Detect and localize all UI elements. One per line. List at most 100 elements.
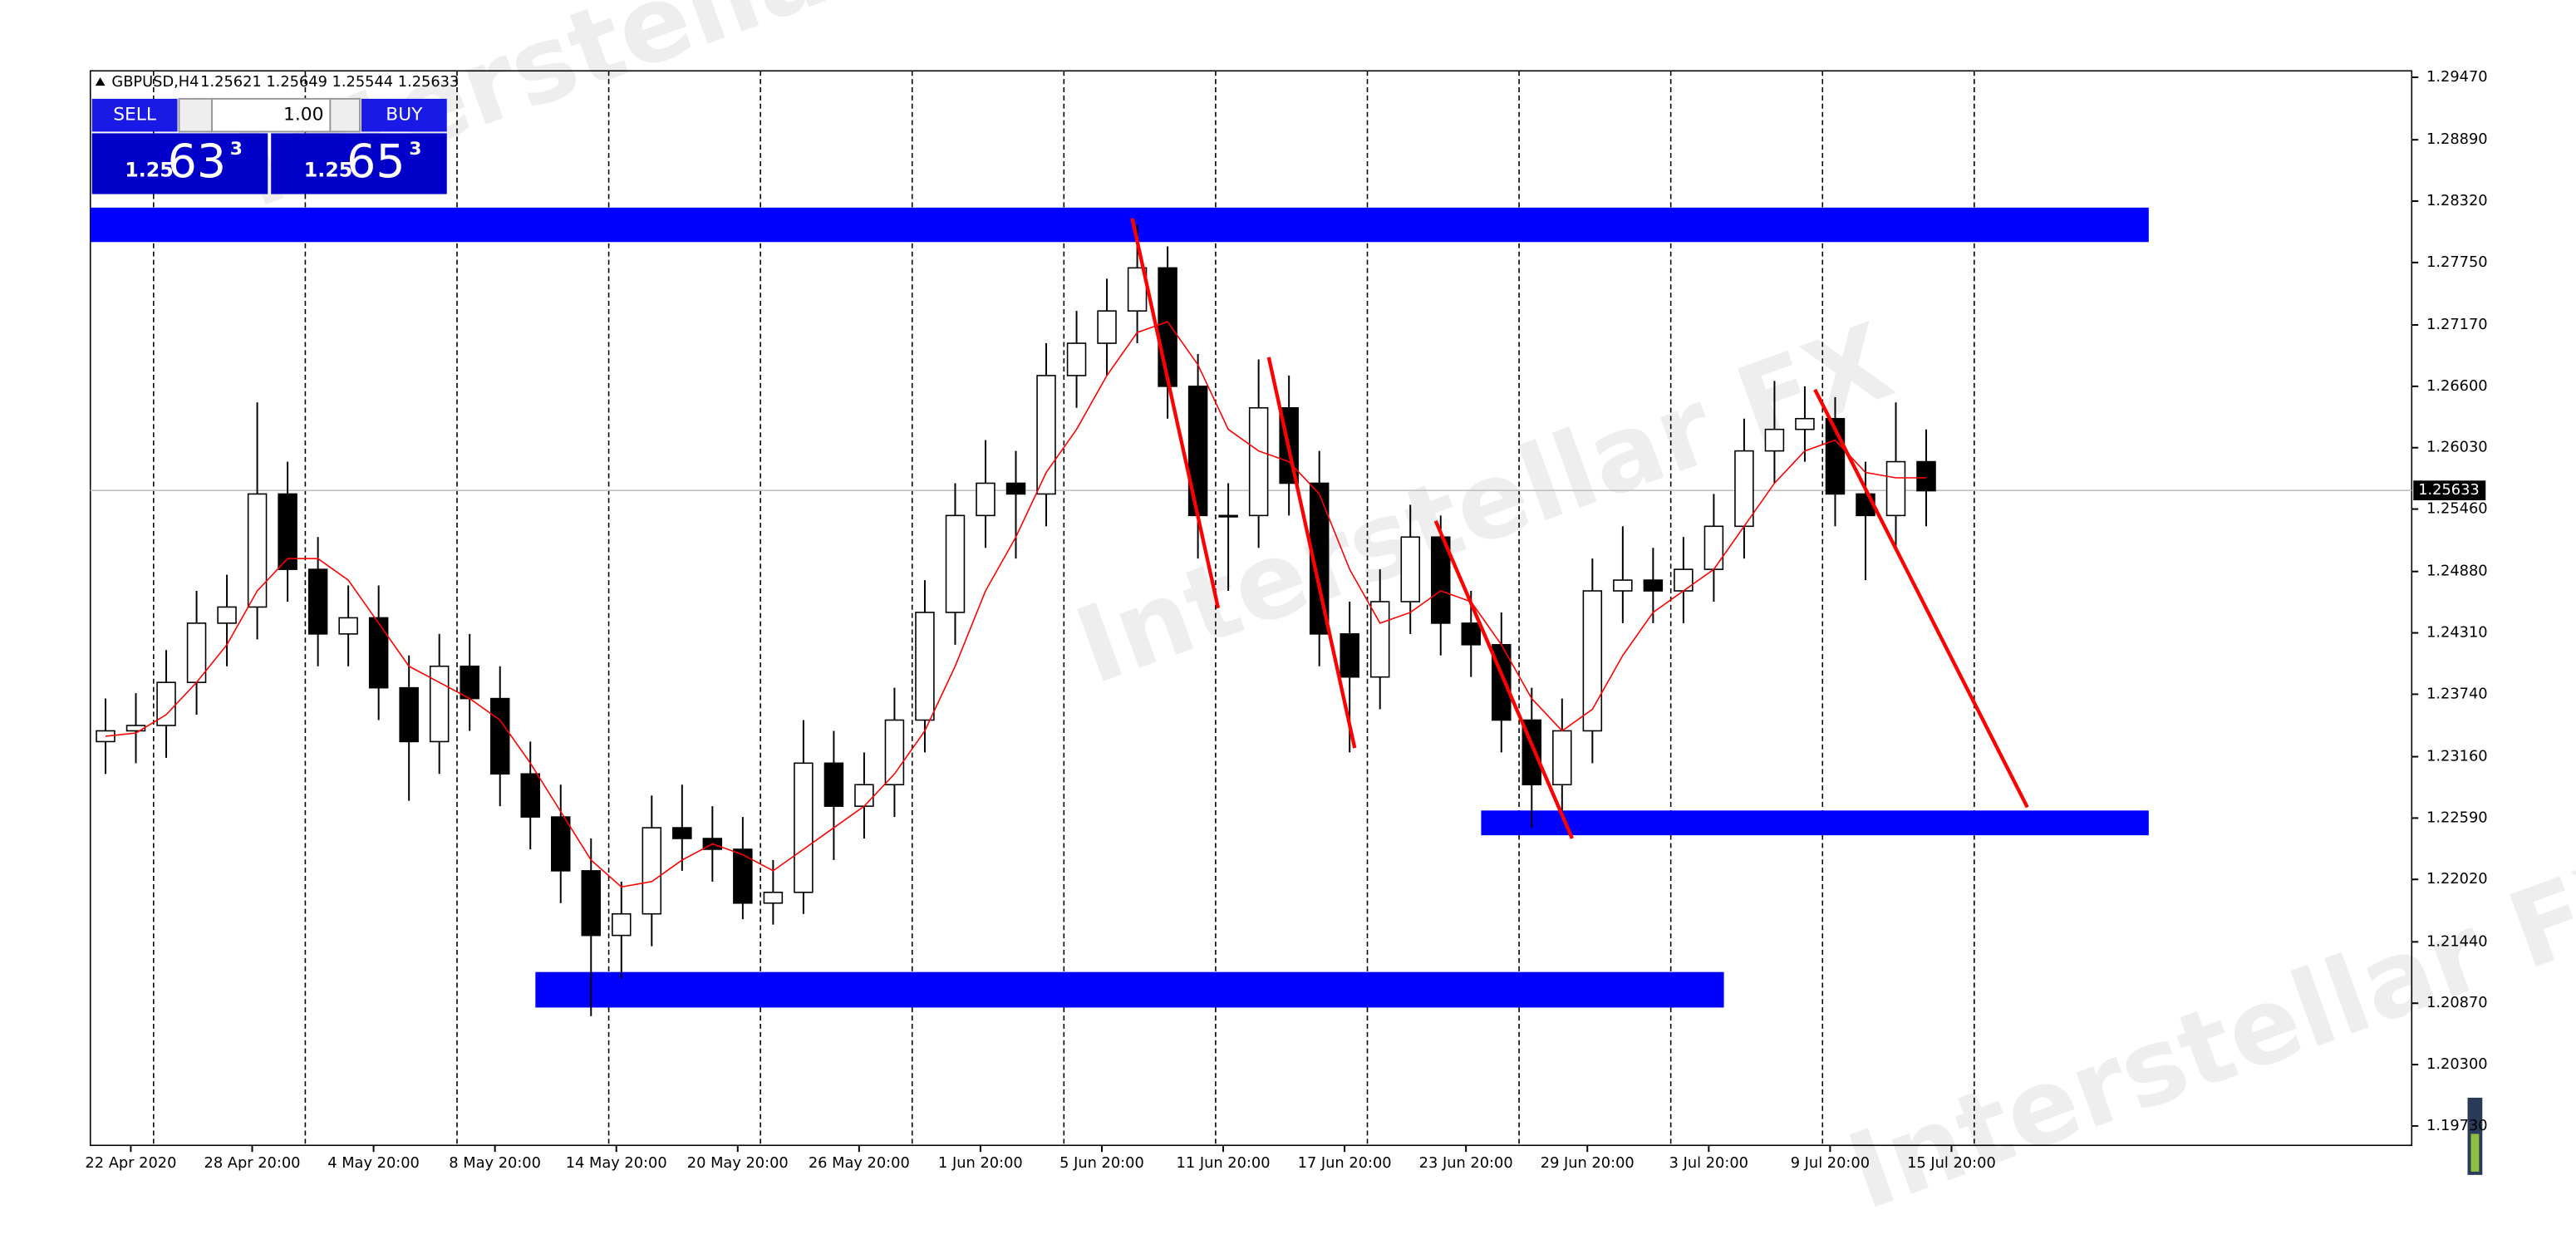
x-tick-label: 28 Apr 20:00 [204, 1154, 301, 1172]
x-tick-label: 5 Jun 20:00 [1059, 1154, 1144, 1172]
candle-body [763, 892, 784, 904]
y-tick-label: 1.26600 [2426, 377, 2488, 395]
y-tick-label: 1.23160 [2426, 748, 2488, 765]
candle-body [672, 827, 692, 839]
candle-body [612, 912, 632, 937]
candle-body [854, 784, 874, 807]
candle-body [338, 617, 358, 635]
candle-body [1764, 428, 1785, 452]
sell-button[interactable] [91, 98, 178, 132]
candle-body [1916, 460, 1936, 492]
candle-body [1218, 514, 1238, 518]
x-tick-label: 3 Jul 20:00 [1669, 1154, 1748, 1172]
x-tick-label: 14 May 20:00 [566, 1154, 667, 1172]
x-tick-label: 9 Jul 20:00 [1791, 1154, 1870, 1172]
buy-button[interactable] [361, 98, 447, 132]
y-tick-label: 1.27170 [2426, 316, 2488, 333]
watermark: Interstellar FX [1061, 300, 1907, 707]
y-tick-label: 1.24880 [2426, 563, 2488, 580]
candle-body [1613, 579, 1633, 592]
buy-label: BUY [386, 105, 423, 125]
y-tick-label: 1.21440 [2426, 932, 2488, 950]
x-tick-label: 1 Jun 20:00 [938, 1154, 1023, 1172]
ask-big: 65 [347, 135, 405, 189]
candle-body [794, 762, 814, 893]
plot-frame [89, 70, 2413, 1147]
volume-up[interactable] [329, 97, 361, 133]
candle-body [733, 848, 753, 904]
candle-body [307, 568, 328, 635]
y-tick-label: 1.25460 [2426, 500, 2488, 518]
symbol: GBPUSD,H4 [111, 73, 199, 91]
collapse-icon[interactable] [95, 77, 106, 86]
bid-big: 63 [168, 135, 226, 189]
candle-body [460, 665, 479, 700]
candle-body [1066, 342, 1087, 376]
x-tick-label: 15 Jul 20:00 [1907, 1154, 1996, 1172]
candle-body [1643, 579, 1664, 592]
candle-body [1400, 536, 1420, 602]
candle-body [429, 665, 450, 743]
y-tick-label: 1.20300 [2426, 1055, 2488, 1073]
candle-body [156, 681, 176, 726]
candle-body [1369, 601, 1390, 678]
x-tick-label: 17 Jun 20:00 [1298, 1154, 1392, 1172]
x-tick-label: 4 May 20:00 [327, 1154, 420, 1172]
y-tick-label: 1.28890 [2426, 130, 2488, 148]
candle-body [823, 762, 844, 807]
x-tick-label: 8 May 20:00 [449, 1154, 541, 1172]
y-tick-label: 1.19730 [2426, 1117, 2488, 1134]
candle-body [125, 725, 146, 732]
candle-body [1005, 482, 1026, 495]
candle-body [368, 617, 389, 689]
zone [90, 207, 2149, 243]
volume-input[interactable] [211, 97, 332, 133]
candle-body [1885, 460, 1906, 517]
candle-body [915, 612, 935, 721]
x-tick-label: 11 Jun 20:00 [1177, 1154, 1271, 1172]
moving-average [105, 321, 1927, 888]
ohlc-header: 1.25621 1.25649 1.25544 1.25633 [200, 73, 459, 91]
candle-body [1187, 386, 1208, 517]
y-tick-label: 1.23740 [2426, 685, 2488, 702]
y-tick-label: 1.24310 [2426, 624, 2488, 642]
candle-body [489, 697, 510, 775]
zone [535, 971, 1724, 1008]
zone [1481, 810, 2149, 836]
candle-body [1309, 482, 1330, 635]
candle-body [1703, 525, 1724, 570]
trendline [1813, 388, 2029, 809]
trendline [1433, 519, 1574, 839]
candle-body [642, 827, 662, 915]
x-tick-label: 20 May 20:00 [687, 1154, 789, 1172]
y-tick-label: 1.20870 [2426, 994, 2488, 1011]
trendline [1130, 218, 1221, 609]
candle-body [884, 719, 905, 786]
volume-down[interactable] [178, 97, 214, 133]
candle-body [551, 816, 571, 872]
x-tick-label: 23 Jun 20:00 [1419, 1154, 1513, 1172]
ask-small: 3 [409, 139, 421, 160]
sell-label: SELL [113, 105, 156, 125]
trade-panel: SELL 1.00 BUY 1.25 63 3 1.25 65 3 [91, 97, 447, 194]
x-tick-label: 22 Apr 2020 [85, 1154, 176, 1172]
y-tick-label: 1.27750 [2426, 253, 2488, 271]
x-tick-label: 26 May 20:00 [809, 1154, 910, 1172]
candle-body [1340, 633, 1359, 678]
x-tick-label: 29 Jun 20:00 [1541, 1154, 1635, 1172]
y-tick-label: 1.22020 [2426, 870, 2488, 888]
ask-prefix: 1.25 [304, 158, 353, 181]
y-tick-label: 1.29470 [2426, 68, 2488, 86]
price-label-box [2413, 480, 2486, 501]
y-tick-label: 1.28320 [2426, 192, 2488, 209]
candle-body [1248, 406, 1269, 517]
candle-body [1582, 590, 1603, 732]
y-tick-label: 1.22590 [2426, 809, 2488, 826]
candle-body [1461, 622, 1482, 646]
signal-indicator [2467, 1097, 2483, 1175]
candle-body [945, 514, 966, 613]
bid-prefix: 1.25 [125, 158, 174, 181]
bid-box[interactable] [91, 133, 268, 194]
candle-body [1674, 568, 1694, 592]
ask-box[interactable] [271, 133, 447, 194]
